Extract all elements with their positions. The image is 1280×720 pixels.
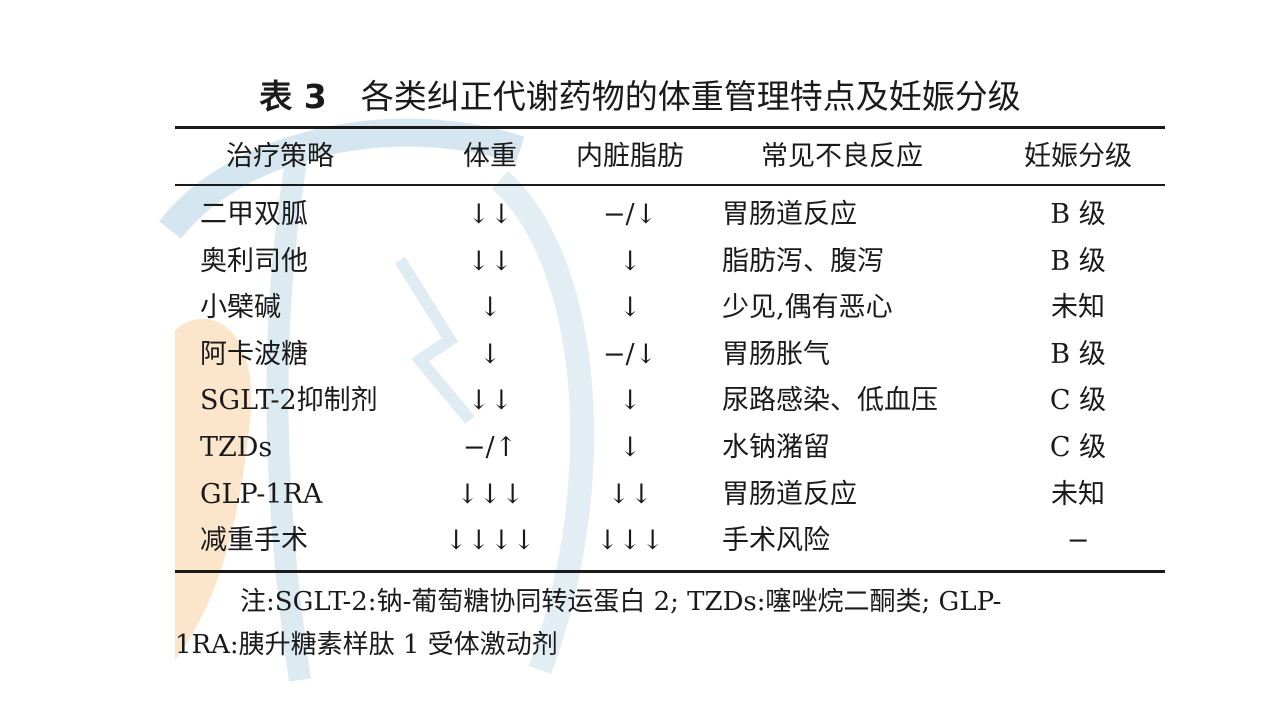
table-label: 表 3 (259, 77, 327, 116)
cell-visceral-fat: ↓ (618, 292, 642, 324)
cell-visceral-fat: ↓ (618, 385, 642, 417)
cell-weight: ↓↓↓ (456, 478, 524, 510)
watermark-arc-right (491, 171, 595, 675)
cell-adverse-reactions: 胃肠胀气 (722, 338, 830, 370)
cell-weight: ↓↓ (467, 245, 513, 277)
cell-pregnancy-grade: C 级 (1049, 432, 1107, 463)
watermark-arc-inner (266, 137, 311, 682)
watermark-glyph (394, 256, 475, 424)
table-note-line1: 注:SGLT-2:钠-葡萄糖协同转运蛋白 2; TZDs:噻唑烷二酮类; GLP… (240, 587, 1002, 617)
cell-visceral-fat: ↓ (618, 432, 642, 463)
cell-weight: ↓ (478, 292, 502, 324)
cell-pregnancy-grade: 未知 (1051, 478, 1105, 510)
cell-strategy: 小檗碱 (200, 292, 281, 324)
top-rule (175, 126, 1165, 129)
cell-visceral-fat: −/↓ (602, 199, 658, 230)
cell-visceral-fat: −/↓ (602, 338, 658, 370)
cell-adverse-reactions: 手术风险 (722, 525, 830, 557)
bottom-rule (175, 570, 1165, 573)
cell-pregnancy-grade: B 级 (1050, 338, 1106, 370)
cell-pregnancy-grade: B 级 (1050, 199, 1106, 230)
cell-adverse-reactions: 胃肠道反应 (722, 478, 857, 510)
cell-visceral-fat: ↓↓↓ (596, 525, 664, 557)
table-note-line2: 1RA:胰升糖素样肽 1 受体激动剂 (175, 630, 558, 660)
cell-weight: −/↑ (462, 432, 518, 463)
cell-strategy: SGLT-2抑制剂 (200, 385, 378, 417)
cell-strategy: 减重手术 (200, 525, 308, 557)
cell-weight: ↓↓ (467, 199, 513, 230)
cell-pregnancy-grade: − (1066, 525, 1090, 557)
cell-visceral-fat: ↓ (618, 245, 642, 277)
cell-pregnancy-grade: 未知 (1051, 292, 1105, 324)
header-visceral-fat: 内脏脂肪 (576, 141, 684, 172)
header-rule (175, 184, 1165, 186)
cell-visceral-fat: ↓↓ (607, 478, 653, 510)
header-adverse-reactions: 常见不良反应 (761, 141, 923, 172)
cell-pregnancy-grade: B 级 (1050, 245, 1106, 277)
cell-weight: ↓ (478, 338, 502, 370)
watermark-arc-outer (158, 118, 525, 239)
header-weight: 体重 (463, 141, 517, 172)
cell-adverse-reactions: 水钠潴留 (722, 432, 830, 463)
cell-strategy: TZDs (200, 432, 273, 463)
cell-pregnancy-grade: C 级 (1049, 385, 1107, 417)
header-pregnancy-grade: 妊娠分级 (1024, 141, 1132, 172)
table-title: 表 3 各类纠正代谢药物的体重管理特点及妊娠分级 (0, 76, 1280, 118)
cell-weight: ↓↓ (467, 385, 513, 417)
cell-adverse-reactions: 胃肠道反应 (722, 199, 857, 230)
cell-strategy: 阿卡波糖 (200, 338, 308, 370)
watermark-orange-blob (175, 318, 252, 660)
header-strategy: 治疗策略 (226, 141, 334, 172)
cell-adverse-reactions: 脂肪泻、腹泻 (722, 245, 884, 277)
table-caption: 各类纠正代谢药物的体重管理特点及妊娠分级 (360, 77, 1021, 116)
cell-strategy: 二甲双胍 (200, 199, 308, 230)
cell-strategy: GLP-1RA (200, 478, 323, 510)
cell-adverse-reactions: 尿路感染、低血压 (722, 385, 938, 417)
cell-adverse-reactions: 少见,偶有恶心 (722, 292, 893, 324)
cell-weight: ↓↓↓↓ (444, 525, 536, 557)
cell-strategy: 奥利司他 (200, 245, 308, 277)
